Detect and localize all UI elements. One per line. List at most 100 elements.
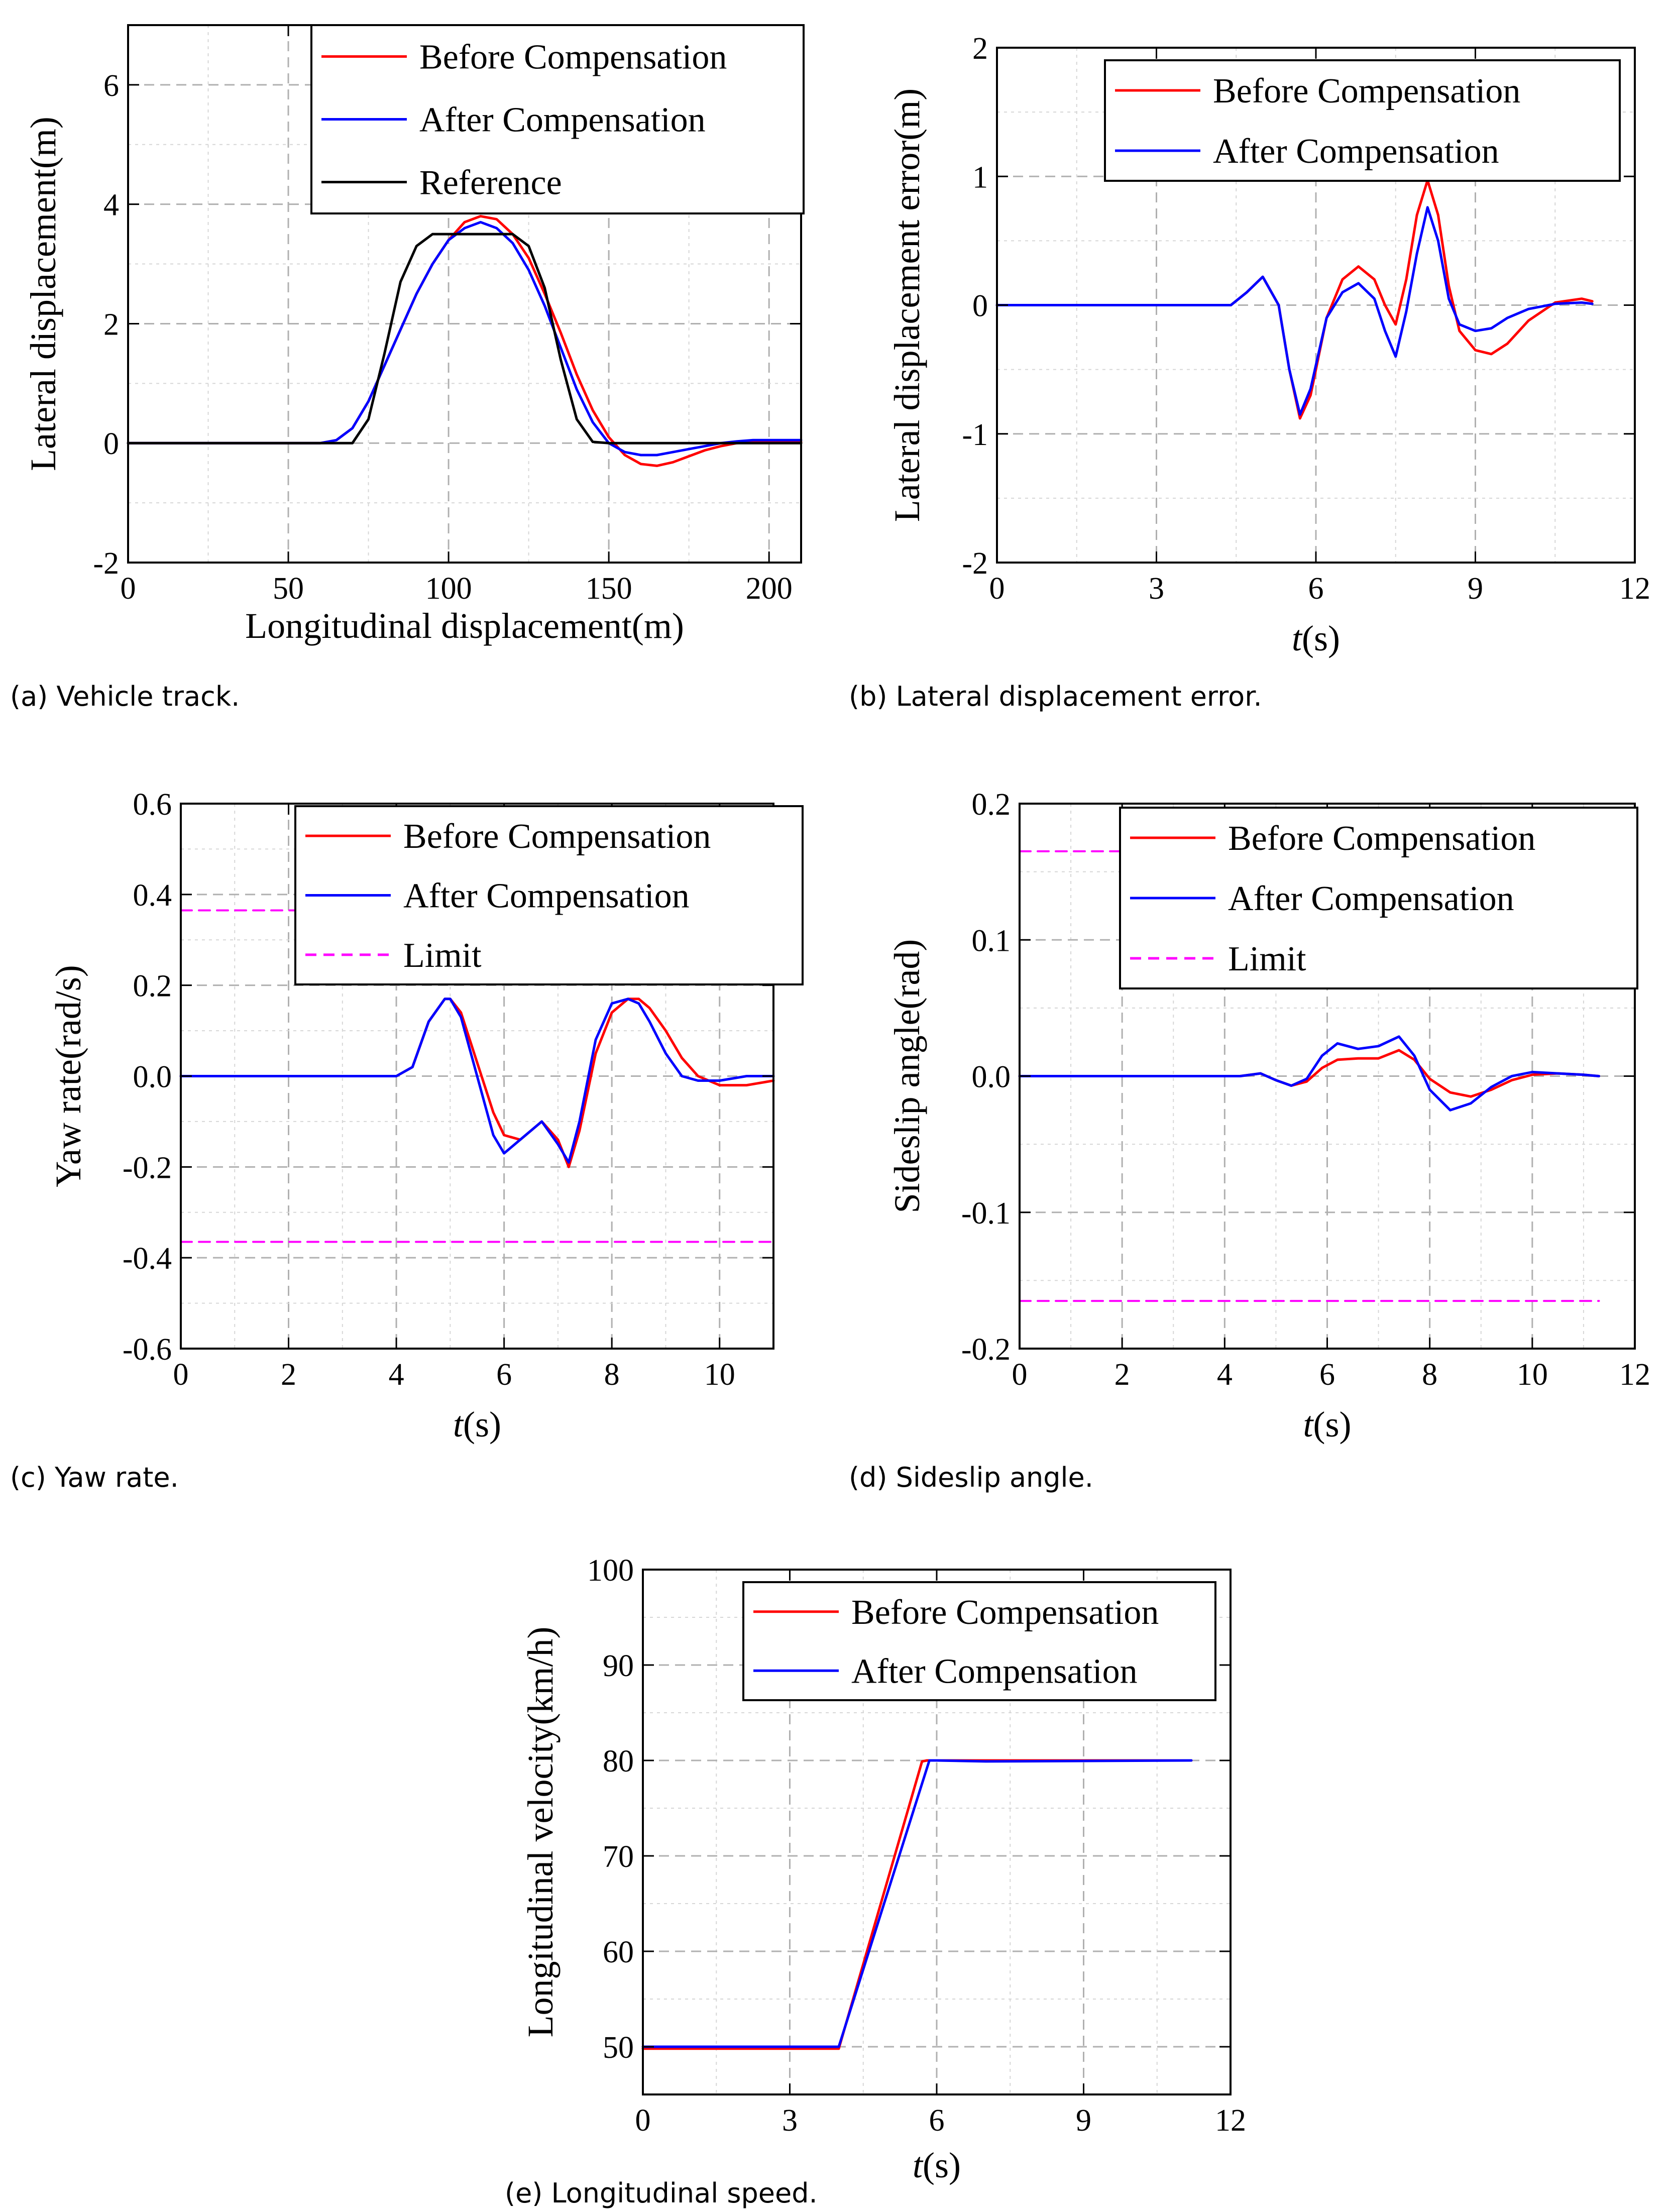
- legend-label: Before Compensation: [851, 1593, 1159, 1632]
- x-axis-label: t(s): [913, 2145, 961, 2185]
- x-tick-label: 150: [586, 572, 632, 606]
- y-tick-label: 0.0: [972, 1060, 1011, 1094]
- x-tick-label: 3: [1149, 572, 1164, 606]
- legend: Before Compensation After Compensation Lim…: [294, 805, 804, 985]
- x-tick-label: 6: [929, 2104, 945, 2138]
- figure-caption: (d) Sideslip angle.: [849, 1462, 1093, 1493]
- legend-label: After Compensation: [1228, 879, 1514, 918]
- x-tick-label: 8: [604, 1358, 620, 1392]
- y-tick-label: 80: [603, 1744, 634, 1779]
- x-axis-label: t(s): [1292, 618, 1340, 658]
- y-tick-label: 0: [972, 289, 988, 323]
- legend: Before Compensation After Compensation Ref…: [310, 24, 805, 214]
- series-before-compensation-line: [641, 1759, 1193, 2050]
- series-before-compensation-line: [179, 998, 775, 1168]
- x-tick-label: 6: [1308, 572, 1324, 606]
- series-reference-line: [127, 233, 803, 445]
- legend: Before Compensation After Compensation Lim…: [1119, 807, 1638, 989]
- y-axis-label: Lateral displacement error(m): [887, 88, 927, 522]
- y-tick-label: 0.4: [133, 878, 172, 913]
- x-axis-label-unit: (s): [463, 1404, 501, 1445]
- y-tick-label: -0.6: [123, 1333, 172, 1367]
- legend-box: [1104, 59, 1621, 182]
- legend-label: Before Compensation: [1213, 72, 1520, 110]
- legend-label: Limit: [1228, 940, 1306, 978]
- x-tick-label: 6: [1319, 1358, 1335, 1392]
- x-tick-label: 200: [746, 572, 793, 606]
- x-axis-label-unit: (s): [923, 2145, 961, 2185]
- x-tick-label: 0: [121, 572, 136, 606]
- y-tick-label: 0.2: [972, 788, 1011, 822]
- x-tick-label: 12: [1619, 572, 1650, 606]
- x-axis-label: t(s): [1303, 1404, 1352, 1445]
- x-tick-label: 0: [989, 572, 1005, 606]
- x-tick-label: 8: [1422, 1358, 1437, 1392]
- x-tick-label: 3: [782, 2104, 798, 2138]
- y-tick-label: 50: [603, 2031, 634, 2065]
- y-tick-label: 0.2: [133, 969, 172, 1004]
- figure-caption: (e) Longitudinal speed.: [505, 2177, 818, 2209]
- legend-label: After Compensation: [419, 101, 706, 140]
- y-tick-label: 60: [603, 1935, 634, 1969]
- legend-label: After Compensation: [851, 1652, 1138, 1691]
- y-tick-label: -0.2: [123, 1151, 172, 1185]
- x-tick-label: 100: [425, 572, 472, 606]
- x-tick-label: 4: [1217, 1358, 1233, 1392]
- figure-caption: (a) Vehicle track.: [10, 681, 240, 712]
- y-tick-label: -2: [962, 546, 988, 581]
- x-axis-label-unit: (s): [1313, 1404, 1352, 1445]
- series-after-compensation-line: [641, 1759, 1193, 2048]
- x-axis-label-var: t: [453, 1404, 464, 1445]
- x-tick-label: 12: [1619, 1358, 1650, 1392]
- y-tick-label: -2: [93, 546, 119, 581]
- y-tick-label: 70: [603, 1840, 634, 1874]
- x-tick-label: 50: [273, 572, 304, 606]
- y-tick-label: 2: [972, 32, 988, 66]
- x-tick-label: 10: [704, 1358, 735, 1392]
- series-after-compensation-line: [179, 998, 775, 1164]
- x-axis-label-unit: (s): [1302, 618, 1340, 658]
- y-tick-label: 0.6: [133, 788, 172, 822]
- figure-caption: (b) Lateral displacement error.: [849, 681, 1262, 712]
- x-tick-label: 0: [1012, 1358, 1028, 1392]
- panel-c-yaw-rate: 0 2 4 6 8 10 -0.6 -0.4 -0.2 0.0 0.2 0.4 0.6 t(s) Yaw r…: [10, 788, 804, 1493]
- series-before-compensation-line: [995, 179, 1594, 420]
- legend-label: After Compensation: [1213, 132, 1499, 171]
- panel-e-longitudinal-speed: 0 3 6 9 12 50 60 70 80 90 100 t(s) Longitudinal velo…: [505, 1554, 1246, 2209]
- panel-d-sideslip-angle: 0 2 4 6 8 10 12 -0.2 -0.1 0.0 0.1 0.2 t(s) Sideslip a…: [849, 788, 1650, 1493]
- x-tick-label: 9: [1076, 2104, 1091, 2138]
- y-tick-label: 0.1: [972, 924, 1011, 958]
- x-tick-label: 6: [496, 1358, 512, 1392]
- y-tick-label: 4: [103, 188, 119, 223]
- y-tick-label: 2: [103, 307, 119, 342]
- figure-caption: (c) Yaw rate.: [10, 1462, 179, 1493]
- legend-box: [742, 1581, 1216, 1701]
- legend-label: Reference: [419, 164, 562, 202]
- y-tick-label: 1: [972, 160, 988, 194]
- series-before-compensation-line: [127, 214, 803, 467]
- x-tick-label: 2: [1114, 1358, 1130, 1392]
- y-axis-label: Longitudinal velocity(km/h): [520, 1627, 561, 2038]
- x-tick-label: 0: [635, 2104, 651, 2138]
- x-tick-label: 0: [173, 1358, 189, 1392]
- legend: Before Compensation After Compensation: [742, 1581, 1216, 1701]
- y-tick-label: 100: [587, 1554, 634, 1588]
- x-tick-label: 12: [1215, 2104, 1246, 2138]
- x-tick-label: 10: [1517, 1358, 1548, 1392]
- x-axis-label-var: t: [913, 2145, 924, 2185]
- x-tick-label: 9: [1468, 572, 1483, 606]
- y-tick-label: 90: [603, 1649, 634, 1683]
- x-axis-label-var: t: [1303, 1404, 1314, 1445]
- legend-label: Before Compensation: [419, 38, 727, 77]
- y-tick-label: -1: [962, 418, 988, 452]
- x-tick-label: 2: [281, 1358, 296, 1392]
- y-tick-label: 0: [103, 427, 119, 461]
- x-tick-label: 4: [389, 1358, 404, 1392]
- x-axis-label-var: t: [1292, 618, 1303, 658]
- y-axis-label: Yaw rate(rad/s): [48, 965, 88, 1187]
- series-after-compensation-line: [995, 206, 1594, 416]
- y-tick-label: -0.4: [123, 1242, 172, 1276]
